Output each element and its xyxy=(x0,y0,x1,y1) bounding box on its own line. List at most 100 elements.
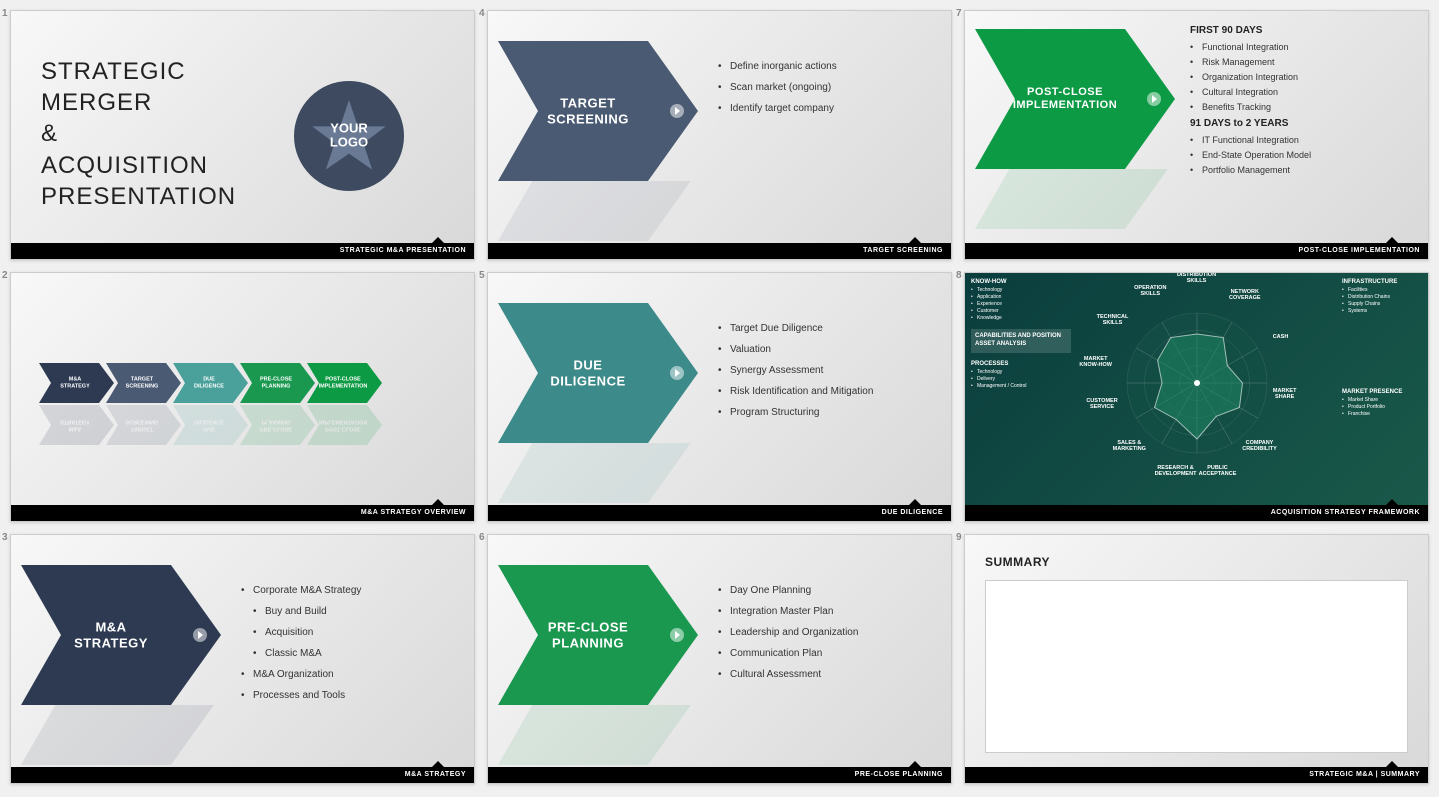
arrow-icon xyxy=(193,628,207,642)
bullet-item: Processes and Tools xyxy=(241,690,454,701)
slide-number: 8 xyxy=(956,270,962,281)
radar-label: PUBLIC ACCEPTANCE xyxy=(1199,465,1237,477)
bullet-item: Day One Planning xyxy=(718,585,931,596)
chevron: M&A STRATEGY xyxy=(21,565,221,705)
chevron-small: POST-CLOSE IMPLEMENTATION xyxy=(307,363,382,403)
radar-label: NETWORK COVERAGE xyxy=(1229,289,1260,301)
bullet-item: Risk Identification and Mitigation xyxy=(718,386,931,397)
slide-4[interactable]: 4 TARGET SCREENING Define inorganic acti… xyxy=(487,10,952,260)
slide-3[interactable]: 3 M&A STRATEGY Corporate M&A StrategyBuy… xyxy=(10,534,475,784)
footer: M&A STRATEGY OVERVIEW xyxy=(11,505,474,521)
title: STRATEGIC MERGER & ACQUISITION PRESENTAT… xyxy=(41,56,236,212)
footer: M&A STRATEGY xyxy=(11,767,474,783)
slide-grid: 1 STRATEGIC MERGER & ACQUISITION PRESENT… xyxy=(10,10,1429,784)
arrow-icon xyxy=(1147,92,1161,106)
slide-7[interactable]: 7 POST-CLOSE IMPLEMENTATION FIRST 90 DAY… xyxy=(964,10,1429,260)
footer: TARGET SCREENING xyxy=(488,243,951,259)
chevron: TARGET SCREENING xyxy=(498,41,698,181)
footer: DUE DILIGENCE xyxy=(488,505,951,521)
arrow-icon xyxy=(670,104,684,118)
chevron-small: PRE-CLOSE PLANNING xyxy=(240,405,315,445)
bullet-item: Acquisition xyxy=(241,627,454,638)
slide-number: 6 xyxy=(479,532,485,543)
chevron-small: M&A STRATEGY xyxy=(39,405,114,445)
footer: STRATEGIC M&A | SUMMARY xyxy=(965,767,1428,783)
bullet-item: Portfolio Management xyxy=(1190,165,1418,175)
radar-label: RESEARCH & DEVELOPMENT xyxy=(1155,465,1197,477)
bullet-item: Organization Integration xyxy=(1190,72,1418,82)
left-column: KNOW-HOWTechnologyApplicationExperienceC… xyxy=(971,279,1071,397)
bullet-item: Benefits Tracking xyxy=(1190,102,1418,112)
chevron-small: PRE-CLOSE PLANNING xyxy=(240,363,315,403)
bullet-item: Corporate M&A Strategy xyxy=(241,585,454,596)
bullet-item: Classic M&A xyxy=(241,648,454,659)
section-heading: 91 DAYS to 2 YEARS xyxy=(1190,118,1418,129)
footer: STRATEGIC M&A PRESENTATION xyxy=(11,243,474,259)
slide-number: 1 xyxy=(2,8,8,19)
bullet-item: Scan market (ongoing) xyxy=(718,82,931,93)
footer: ACQUISITION STRATEGY FRAMEWORK xyxy=(965,505,1428,521)
bullet-item: Cultural Assessment xyxy=(718,669,931,680)
bullet-item: Target Due Diligence xyxy=(718,323,931,334)
slide-6[interactable]: 6 PRE-CLOSE PLANNING Day One PlanningInt… xyxy=(487,534,952,784)
footer: PRE-CLOSE PLANNING xyxy=(488,767,951,783)
chevron: DUE DILIGENCE xyxy=(498,303,698,443)
slide-2[interactable]: 2 M&A STRATEGYTARGET SCREENINGDUE DILIGE… xyxy=(10,272,475,522)
slide-1[interactable]: 1 STRATEGIC MERGER & ACQUISITION PRESENT… xyxy=(10,10,475,260)
info-block: PROCESSESTechnologyDeliveryManagement / … xyxy=(971,361,1071,389)
radar-label: MARKET SHARE xyxy=(1273,387,1297,399)
slide-number: 4 xyxy=(479,8,485,19)
slide-8[interactable]: 8 KNOW-HOWTechnologyApplicationExperienc… xyxy=(964,272,1429,522)
bullet-item: Buy and Build xyxy=(241,606,454,617)
radar-label: CASH xyxy=(1273,334,1289,340)
radar-label: SALES & MARKETING xyxy=(1113,440,1146,452)
radar-label: MARKET KNOW-HOW xyxy=(1079,356,1112,368)
info-block: KNOW-HOWTechnologyApplicationExperienceC… xyxy=(971,279,1071,321)
slide-5[interactable]: 5 DUE DILIGENCE Target Due DiligenceValu… xyxy=(487,272,952,522)
bullet-item: Program Structuring xyxy=(718,407,931,418)
radar-label: OPERATION SKILLS xyxy=(1134,285,1166,297)
info-block: MARKET PRESENCEMarket ShareProduct Portf… xyxy=(1342,389,1422,417)
bullet-item: Identify target company xyxy=(718,103,931,114)
bullet-list: Target Due Diligence Valuation Synergy Ass… xyxy=(718,323,931,428)
radar-chart: DISTRIBUTION SKILLSNETWORK COVERAGECASHM… xyxy=(1092,278,1302,488)
arrow-icon xyxy=(670,366,684,380)
bullet-item: IT Functional Integration xyxy=(1190,135,1418,145)
chevron-small: DUE DILIGENCE xyxy=(173,405,248,445)
chevron-small: DUE DILIGENCE xyxy=(173,363,248,403)
info-block: INFRASTRUCTUREFacilitiesDistribution Cha… xyxy=(1342,279,1422,314)
logo-circle: YOUR LOGO xyxy=(294,81,404,191)
slide-number: 9 xyxy=(956,532,962,543)
content-box xyxy=(985,580,1408,753)
title: SUMMARY xyxy=(985,555,1050,569)
chevron-row: M&A STRATEGYTARGET SCREENINGDUE DILIGENC… xyxy=(39,363,374,403)
bullet-item: End-State Operation Model xyxy=(1190,150,1418,160)
bullet-item: Functional Integration xyxy=(1190,42,1418,52)
bullet-item: M&A Organization xyxy=(241,669,454,680)
radar-label: TECHNICAL SKILLS xyxy=(1097,314,1129,326)
chevron-small: M&A STRATEGY xyxy=(39,363,114,403)
footer: POST-CLOSE IMPLEMENTATION xyxy=(965,243,1428,259)
bullet-item: Communication Plan xyxy=(718,648,931,659)
slide-9[interactable]: 9 SUMMARY STRATEGIC M&A | SUMMARY xyxy=(964,534,1429,784)
bullet-list: Day One PlanningIntegration Master PlanL… xyxy=(718,585,931,690)
chevron-small: TARGET SCREENING xyxy=(106,405,181,445)
bullet-item: Risk Management xyxy=(1190,57,1418,67)
chevron-small: POST-CLOSE IMPLEMENTATION xyxy=(307,405,382,445)
chevron-small: TARGET SCREENING xyxy=(106,363,181,403)
radar-label: CUSTOMER SERVICE xyxy=(1086,398,1117,410)
chevron: POST-CLOSE IMPLEMENTATION xyxy=(975,29,1175,169)
bullet-item: Define inorganic actions xyxy=(718,61,931,72)
content: FIRST 90 DAYS Functional Integration Risk … xyxy=(1190,19,1418,180)
bullet-item: Synergy Assessment xyxy=(718,365,931,376)
section-heading: FIRST 90 DAYS xyxy=(1190,25,1418,36)
bullet-item: Cultural Integration xyxy=(1190,87,1418,97)
slide-number: 7 xyxy=(956,8,962,19)
bullet-item: Valuation xyxy=(718,344,931,355)
chevron: PRE-CLOSE PLANNING xyxy=(498,565,698,705)
bullet-item: Leadership and Organization xyxy=(718,627,931,638)
right-column: INFRASTRUCTUREFacilitiesDistribution Cha… xyxy=(1342,279,1422,425)
slide-number: 3 xyxy=(2,532,8,543)
radar-label: DISTRIBUTION SKILLS xyxy=(1177,272,1216,284)
logo-text: YOUR LOGO xyxy=(330,122,368,151)
